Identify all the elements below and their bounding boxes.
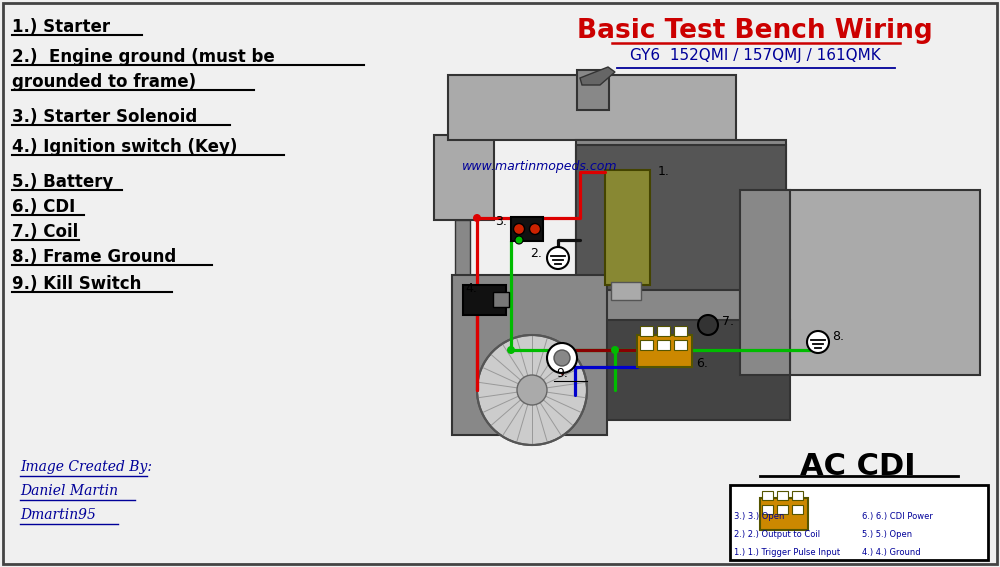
Bar bbox=[657, 340, 670, 350]
Text: 6.: 6. bbox=[696, 357, 708, 370]
Bar bbox=[792, 491, 803, 500]
Bar bbox=[493, 292, 509, 307]
Bar bbox=[657, 326, 670, 336]
Text: 3.) Starter Solenoid: 3.) Starter Solenoid bbox=[12, 108, 197, 126]
Bar bbox=[520, 320, 790, 420]
Text: Basic Test Bench Wiring: Basic Test Bench Wiring bbox=[577, 18, 933, 44]
Text: AC CDI: AC CDI bbox=[800, 452, 916, 481]
Bar bbox=[674, 326, 687, 336]
Bar bbox=[730, 485, 988, 560]
Text: www.martinmopeds.com: www.martinmopeds.com bbox=[462, 160, 618, 173]
Bar bbox=[762, 491, 773, 500]
Text: 5.) 5.) Open: 5.) 5.) Open bbox=[862, 530, 912, 539]
Text: 4.) 4.) Ground: 4.) 4.) Ground bbox=[862, 548, 921, 557]
Text: 6.) CDI: 6.) CDI bbox=[12, 198, 75, 216]
Circle shape bbox=[807, 331, 829, 353]
Bar bbox=[674, 340, 687, 350]
Bar bbox=[434, 135, 494, 220]
Circle shape bbox=[473, 214, 481, 222]
Bar bbox=[762, 505, 773, 514]
Circle shape bbox=[517, 375, 547, 405]
Circle shape bbox=[514, 223, 524, 235]
Text: 7.: 7. bbox=[722, 315, 734, 328]
Bar bbox=[611, 282, 641, 300]
Bar bbox=[740, 190, 980, 375]
Circle shape bbox=[507, 346, 515, 354]
Text: 3.) 3.) Open: 3.) 3.) Open bbox=[734, 512, 784, 521]
Text: 7.) Coil: 7.) Coil bbox=[12, 223, 78, 241]
Bar bbox=[740, 190, 790, 375]
Text: grounded to frame): grounded to frame) bbox=[12, 73, 196, 91]
Bar bbox=[463, 285, 506, 315]
Bar bbox=[577, 70, 609, 110]
Bar bbox=[640, 326, 653, 336]
Polygon shape bbox=[580, 67, 615, 85]
Circle shape bbox=[515, 236, 523, 244]
Circle shape bbox=[554, 350, 570, 366]
Text: Daniel Martin: Daniel Martin bbox=[20, 484, 118, 498]
Bar bbox=[760, 498, 808, 530]
Text: Dmartin95: Dmartin95 bbox=[20, 508, 96, 522]
Text: 3.: 3. bbox=[495, 215, 507, 228]
Text: 1.) 1.) Trigger Pulse Input: 1.) 1.) Trigger Pulse Input bbox=[734, 548, 840, 557]
Bar bbox=[511, 217, 543, 241]
Bar bbox=[448, 75, 736, 140]
Circle shape bbox=[547, 343, 577, 373]
Circle shape bbox=[530, 223, 540, 235]
Circle shape bbox=[698, 315, 718, 335]
Circle shape bbox=[477, 335, 587, 445]
Text: 9.) Kill Switch: 9.) Kill Switch bbox=[12, 275, 141, 293]
Text: 4.) Ignition switch (Key): 4.) Ignition switch (Key) bbox=[12, 138, 237, 156]
Text: 2.) 2.) Output to Coil: 2.) 2.) Output to Coil bbox=[734, 530, 820, 539]
Bar bbox=[605, 170, 650, 285]
Text: GY6  152QMI / 157QMJ / 161QMK: GY6 152QMI / 157QMJ / 161QMK bbox=[630, 48, 880, 63]
Text: 9.: 9. bbox=[556, 367, 568, 380]
Bar bbox=[576, 145, 786, 290]
Text: 1.) Starter: 1.) Starter bbox=[12, 18, 110, 36]
Text: 6.) 6.) CDI Power: 6.) 6.) CDI Power bbox=[862, 512, 933, 521]
Text: Image Created By:: Image Created By: bbox=[20, 460, 152, 474]
Bar bbox=[637, 335, 692, 367]
Text: 2.: 2. bbox=[530, 247, 542, 260]
Bar bbox=[792, 505, 803, 514]
Bar bbox=[455, 220, 470, 310]
Circle shape bbox=[547, 247, 569, 269]
Text: 5.) Battery: 5.) Battery bbox=[12, 173, 113, 191]
Bar bbox=[452, 275, 607, 435]
Bar bbox=[640, 340, 653, 350]
Text: 8.: 8. bbox=[832, 330, 844, 343]
Circle shape bbox=[611, 346, 619, 354]
Text: 1.: 1. bbox=[658, 165, 670, 178]
Text: 4.: 4. bbox=[465, 282, 477, 295]
Text: 8.) Frame Ground: 8.) Frame Ground bbox=[12, 248, 176, 266]
Bar bbox=[777, 505, 788, 514]
Bar bbox=[576, 140, 786, 360]
Bar bbox=[777, 491, 788, 500]
Text: 2.)  Engine ground (must be: 2.) Engine ground (must be bbox=[12, 48, 275, 66]
